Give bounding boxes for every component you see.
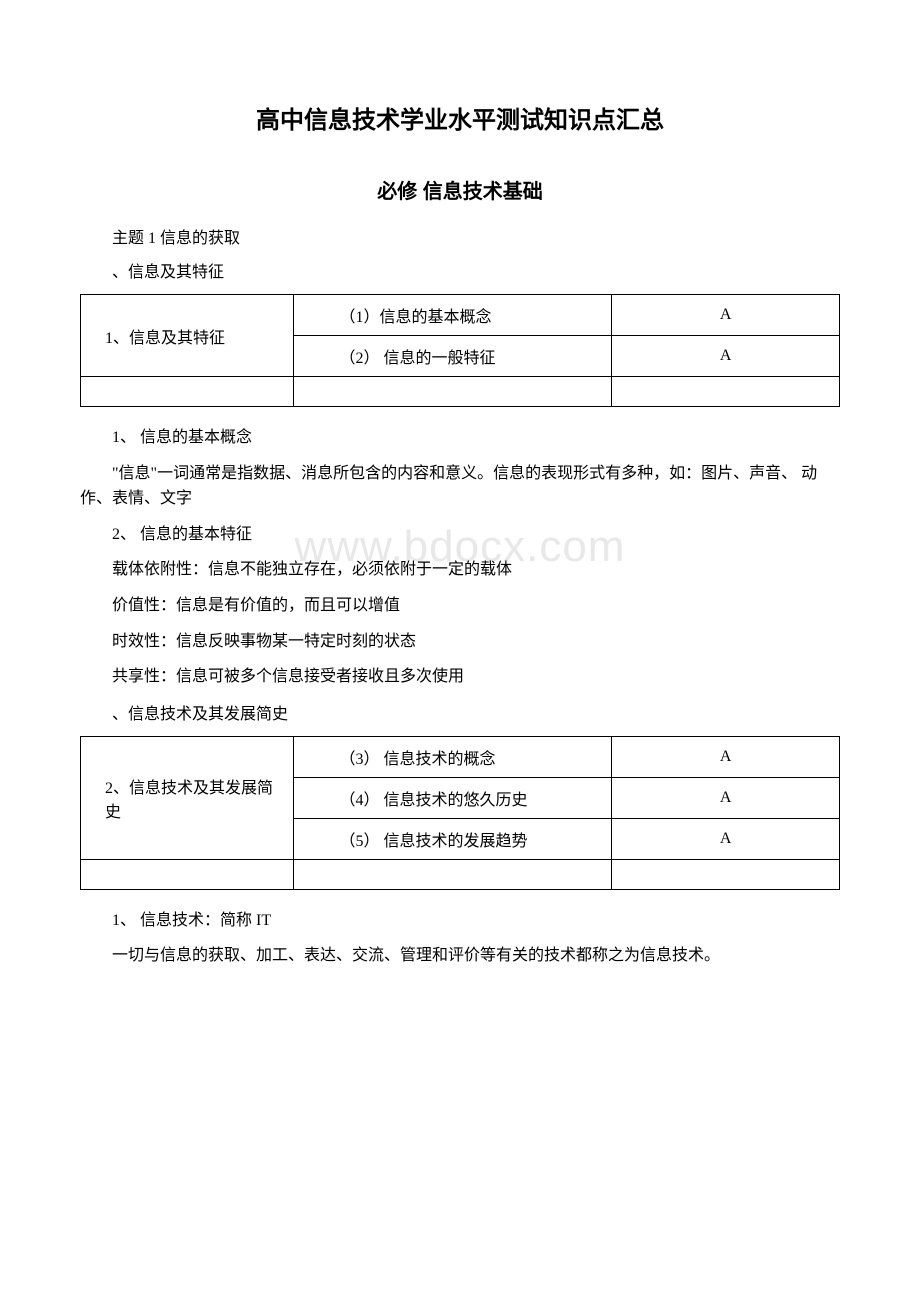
body-paragraph: 价值性：信息是有价值的，而且可以增值	[80, 593, 840, 619]
table-cell: 2、信息技术及其发展简史	[81, 736, 294, 859]
table-cell: （1）信息的基本概念	[293, 295, 612, 336]
table-cell: A	[612, 736, 840, 777]
table-row	[81, 377, 840, 407]
cell-text: （4） 信息技术的悠久历史	[308, 786, 600, 810]
table-row: 2、信息技术及其发展简史 （3） 信息技术的概念 A	[81, 736, 840, 777]
cell-text: （3） 信息技术的概念	[308, 745, 600, 769]
cell-text: （2） 信息的一般特征	[308, 344, 600, 368]
table-cell	[81, 859, 294, 889]
topic-1-header: 主题 1 信息的获取	[80, 224, 840, 248]
body-paragraph: 2、 信息的基本特征	[80, 522, 840, 548]
table-cell	[612, 859, 840, 889]
table-cell: （2） 信息的一般特征	[293, 336, 612, 377]
table-cell	[293, 859, 612, 889]
table-cell: （5） 信息技术的发展趋势	[293, 818, 612, 859]
body-paragraph: 时效性：信息反映事物某一特定时刻的状态	[80, 629, 840, 655]
table-1: 1、信息及其特征 （1）信息的基本概念 A （2） 信息的一般特征 A	[80, 294, 840, 407]
section-2-subheader: 、信息技术及其发展简史	[80, 700, 840, 724]
body-paragraph: 共享性：信息可被多个信息接受者接收且多次使用	[80, 664, 840, 690]
table-cell	[293, 377, 612, 407]
cell-text: （1）信息的基本概念	[308, 303, 600, 327]
body-paragraph: 一切与信息的获取、加工、表达、交流、管理和评价等有关的技术都称之为信息技术。	[80, 943, 840, 969]
body-paragraph: 载体依附性：信息不能独立存在，必须依附于一定的载体	[80, 557, 840, 583]
table-cell: A	[612, 818, 840, 859]
section-1-subheader: 、信息及其特征	[80, 258, 840, 282]
table-cell: A	[612, 777, 840, 818]
document-main-title: 高中信息技术学业水平测试知识点汇总	[80, 100, 840, 135]
table-cell	[612, 377, 840, 407]
table-cell: A	[612, 336, 840, 377]
table-cell: （4） 信息技术的悠久历史	[293, 777, 612, 818]
body-paragraph: "信息"一词通常是指数据、消息所包含的内容和意义。信息的表现形式有多种，如：图片…	[80, 461, 840, 512]
table-cell	[81, 377, 294, 407]
table-row	[81, 859, 840, 889]
table-cell: （3） 信息技术的概念	[293, 736, 612, 777]
document-sub-title: 必修 信息技术基础	[80, 175, 840, 204]
table-cell: A	[612, 295, 840, 336]
table-row: 1、信息及其特征 （1）信息的基本概念 A	[81, 295, 840, 336]
cell-text: （5） 信息技术的发展趋势	[308, 827, 600, 851]
table-2: 2、信息技术及其发展简史 （3） 信息技术的概念 A （4） 信息技术的悠久历史…	[80, 736, 840, 890]
body-paragraph: 1、 信息的基本概念	[80, 425, 840, 451]
table-cell: 1、信息及其特征	[81, 295, 294, 377]
body-paragraph: 1、 信息技术：简称 IT	[80, 908, 840, 934]
